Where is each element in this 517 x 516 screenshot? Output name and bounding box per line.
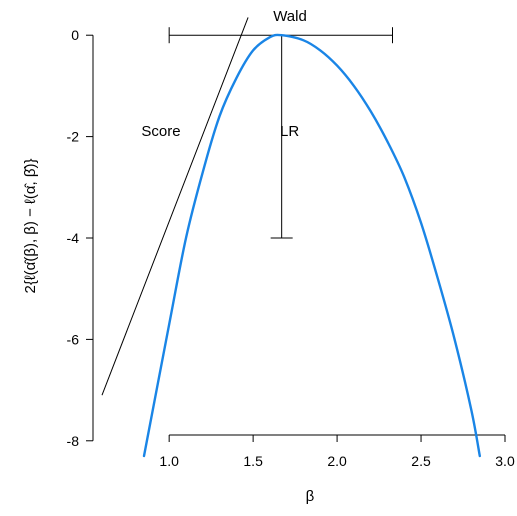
- lines-layer: [101, 17, 481, 458]
- score-label: Score: [141, 123, 180, 140]
- x-axis-title: β: [306, 488, 315, 505]
- x-tick-label: 2.5: [411, 453, 431, 469]
- x-tick-label: 3.0: [495, 453, 515, 469]
- y-axis-title: 2{ℓ(α̂(β), β) − ℓ(α̂, β̂)}: [22, 158, 39, 293]
- score-tangent-line: [101, 17, 249, 396]
- profile-likelihood-curve: [142, 33, 481, 458]
- annotation-layer: Wald Score LR: [141, 8, 306, 140]
- lr-label: LR: [280, 123, 299, 140]
- y-tick-label: -6: [67, 331, 80, 347]
- x-tick-label: 1.5: [243, 453, 263, 469]
- y-tick-label: 0: [71, 27, 79, 43]
- y-tick-label: -2: [67, 129, 80, 145]
- y-tick-label: -8: [67, 433, 80, 449]
- x-tick-label: 2.0: [327, 453, 347, 469]
- y-axis: 0 -2 -4 -6 -8: [67, 27, 94, 449]
- x-axis: 1.0 1.5 2.0 2.5 3.0: [159, 434, 515, 469]
- wald-label: Wald: [273, 8, 307, 25]
- x-tick-label: 1.0: [159, 453, 179, 469]
- y-tick-label: -4: [67, 230, 80, 246]
